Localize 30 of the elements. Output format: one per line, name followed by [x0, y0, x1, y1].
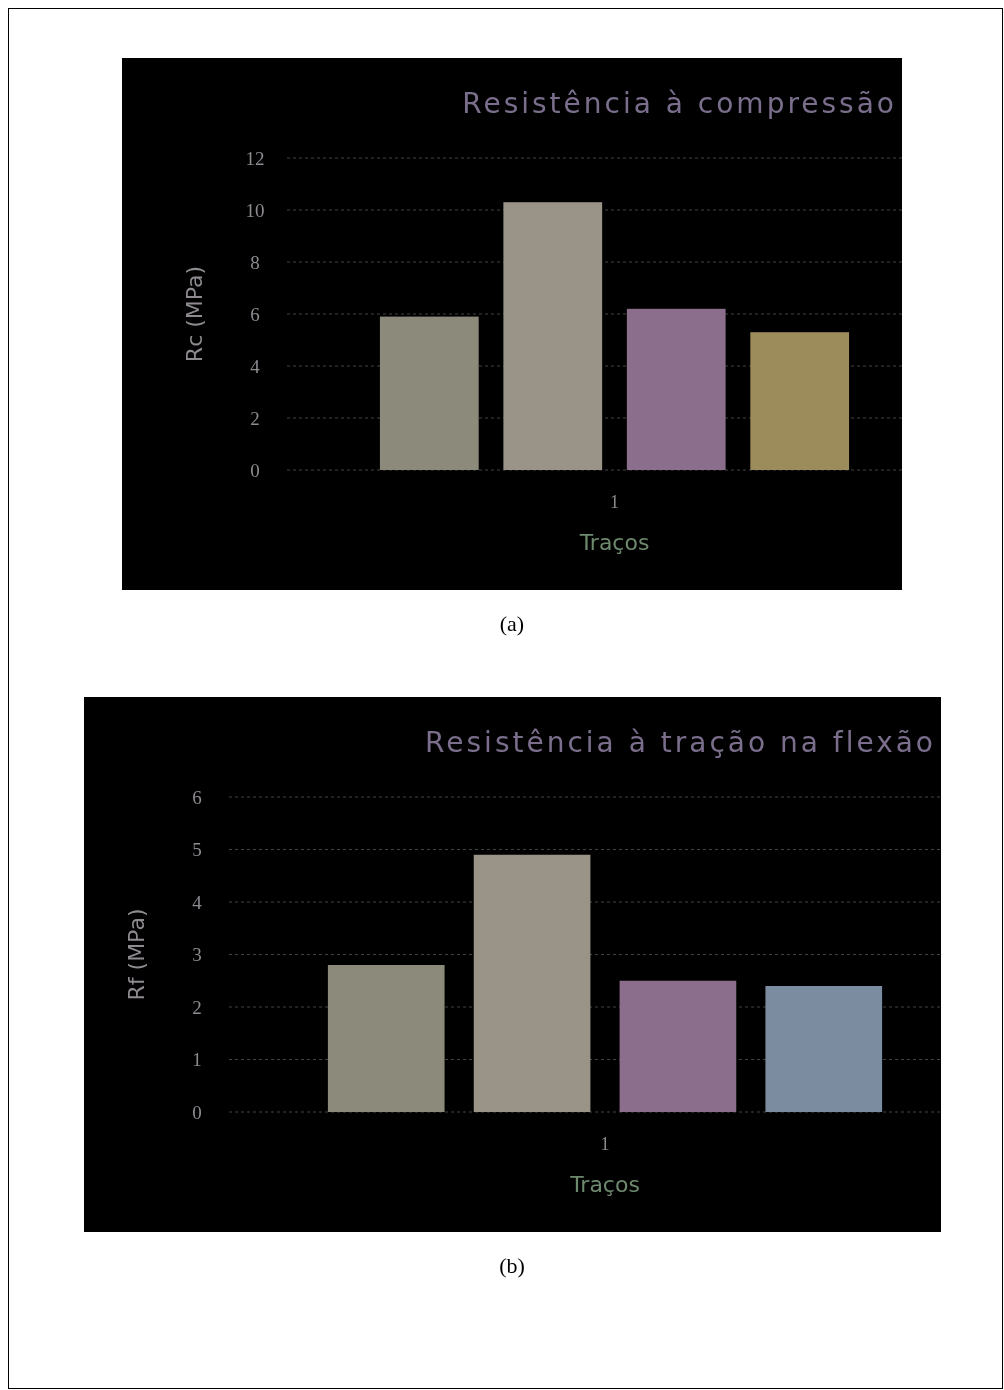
y-tick-label: 0	[192, 1101, 202, 1123]
y-tick-label: 3	[192, 944, 202, 966]
bar	[379, 316, 479, 470]
x-axis-title: Traços	[569, 1172, 640, 1197]
y-tick-label: 5	[192, 839, 202, 861]
bar	[626, 308, 726, 470]
y-axis-title: Rc (MPa)	[182, 265, 207, 363]
bar	[503, 202, 603, 470]
y-tick-label: 4	[192, 891, 203, 913]
y-tick-label: 10	[245, 199, 265, 221]
y-tick-label: 2	[192, 996, 202, 1018]
text: (b)	[499, 1252, 525, 1278]
y-tick-label: 6	[250, 303, 260, 325]
y-axis-title: Rf (MPa)	[124, 908, 149, 1001]
bar	[750, 332, 850, 470]
bar	[619, 980, 737, 1112]
chart-title: Resistência à compressão	[462, 87, 897, 120]
bar	[327, 965, 445, 1112]
y-tick-label: 4	[250, 355, 261, 377]
y-tick-label: 2	[250, 407, 260, 429]
y-tick-label: 8	[250, 251, 260, 273]
y-tick-label: 1	[192, 1049, 202, 1071]
y-tick-label: 6	[192, 786, 202, 808]
y-tick-label: 0	[250, 459, 260, 481]
bar	[765, 986, 883, 1112]
x-axis-title: Traços	[578, 530, 650, 555]
chart-title: Resistência à tração na flexão	[425, 726, 936, 759]
text: (a)	[499, 610, 525, 636]
y-tick-label: 12	[245, 147, 265, 169]
bar	[473, 854, 591, 1112]
